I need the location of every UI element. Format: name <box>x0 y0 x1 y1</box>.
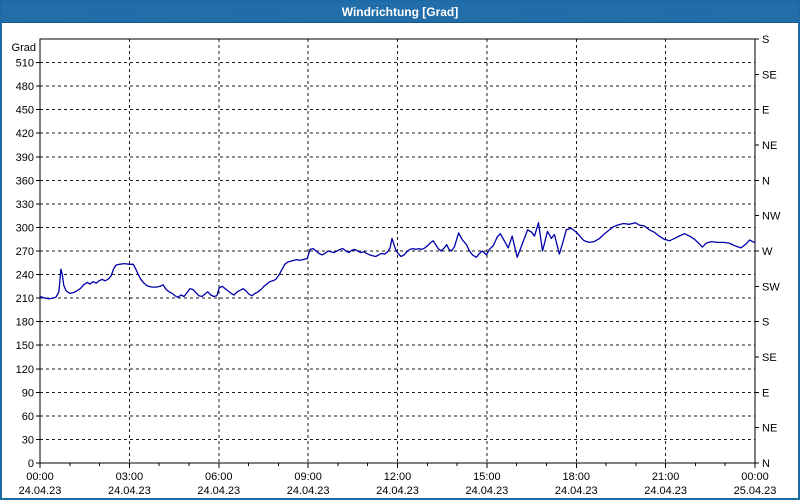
svg-text:180: 180 <box>16 317 34 329</box>
svg-text:24.04.23: 24.04.23 <box>465 485 508 497</box>
svg-text:240: 240 <box>16 270 34 282</box>
svg-text:24.04.23: 24.04.23 <box>108 485 151 497</box>
svg-text:0: 0 <box>28 458 34 470</box>
svg-text:W: W <box>762 246 773 258</box>
svg-text:NW: NW <box>762 211 781 223</box>
svg-text:24.04.23: 24.04.23 <box>19 485 62 497</box>
svg-text:420: 420 <box>16 128 34 140</box>
axis-ticks <box>36 38 759 468</box>
svg-text:SE: SE <box>762 69 777 81</box>
svg-text:360: 360 <box>16 175 34 187</box>
svg-text:480: 480 <box>16 81 34 93</box>
svg-text:270: 270 <box>16 246 34 258</box>
svg-text:24.04.23: 24.04.23 <box>197 485 240 497</box>
grid-lines <box>40 39 755 463</box>
svg-text:21:00: 21:00 <box>652 471 680 483</box>
svg-text:450: 450 <box>16 105 34 117</box>
svg-text:24.04.23: 24.04.23 <box>644 485 687 497</box>
svg-text:210: 210 <box>16 293 34 305</box>
svg-text:390: 390 <box>16 152 34 164</box>
svg-text:120: 120 <box>16 364 34 376</box>
svg-text:Grad: Grad <box>12 42 36 54</box>
chart-canvas: 0 30 60 90 120 150 180 210 240 270 300 330 360 390 420… <box>12 34 781 497</box>
svg-text:12:00: 12:00 <box>384 471 412 483</box>
svg-text:60: 60 <box>22 411 34 423</box>
svg-text:E: E <box>762 105 769 117</box>
svg-text:00:00: 00:00 <box>741 471 769 483</box>
svg-text:00:00: 00:00 <box>26 471 54 483</box>
svg-text:NE: NE <box>762 140 777 152</box>
svg-text:300: 300 <box>16 222 34 234</box>
svg-text:S: S <box>762 317 769 329</box>
title-bar: Windrichtung [Grad] <box>2 2 798 23</box>
svg-text:N: N <box>762 458 770 470</box>
svg-text:90: 90 <box>22 387 34 399</box>
axis-labels: 0 30 60 90 120 150 180 210 240 270 300 330 360 390 420… <box>12 34 781 497</box>
series-line <box>39 222 756 300</box>
svg-text:N: N <box>762 175 770 187</box>
svg-text:SE: SE <box>762 352 777 364</box>
svg-text:S: S <box>762 34 769 46</box>
svg-text:SW: SW <box>762 281 780 293</box>
svg-text:03:00: 03:00 <box>116 471 144 483</box>
svg-text:330: 330 <box>16 199 34 211</box>
svg-text:24.04.23: 24.04.23 <box>555 485 598 497</box>
svg-text:18:00: 18:00 <box>562 471 590 483</box>
svg-text:NE: NE <box>762 423 777 435</box>
svg-text:E: E <box>762 387 769 399</box>
svg-text:30: 30 <box>22 434 34 446</box>
svg-text:25.04.23: 25.04.23 <box>734 485 777 497</box>
svg-text:24.04.23: 24.04.23 <box>376 485 419 497</box>
svg-text:09:00: 09:00 <box>294 471 322 483</box>
svg-text:06:00: 06:00 <box>205 471 233 483</box>
svg-text:150: 150 <box>16 340 34 352</box>
svg-text:24.04.23: 24.04.23 <box>287 485 330 497</box>
svg-text:15:00: 15:00 <box>473 471 501 483</box>
chart-title: Windrichtung [Grad] <box>341 5 459 19</box>
svg-text:510: 510 <box>16 58 34 70</box>
